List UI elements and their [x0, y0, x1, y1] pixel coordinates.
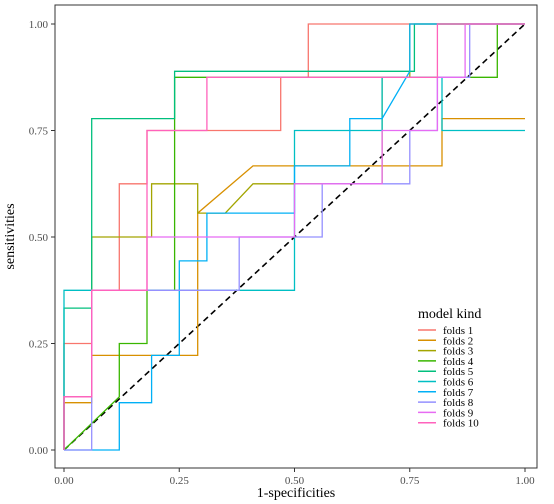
roc-curve-6 — [63, 76, 525, 450]
x-tick-label: 1.00 — [515, 475, 535, 487]
x-tick-label: 0.50 — [285, 475, 305, 487]
y-tick-label: 0.00 — [29, 445, 49, 457]
x-tick-label: 0.00 — [54, 475, 74, 487]
x-axis-title: 1-specificities — [257, 486, 336, 501]
legend-label-3: folds 3 — [443, 346, 474, 358]
legend-label-1: folds 1 — [443, 325, 473, 337]
legend-label-6: folds 6 — [443, 377, 474, 389]
roc-curve-7 — [64, 23, 525, 451]
legend-label-5: folds 5 — [443, 366, 474, 378]
y-tick-label: 0.75 — [29, 126, 49, 138]
legend-label-10: folds 10 — [443, 418, 479, 430]
x-tick-label: 0.25 — [170, 475, 190, 487]
y-axis-title: sensitivities — [3, 203, 18, 269]
legend-title: model kind — [418, 307, 481, 322]
axis-ticks: 0.00 0.25 0.50 0.75 1.00 0.00 0.25 0.50 0.75 1.00 — [29, 19, 535, 487]
plot-panel-border — [54, 4, 538, 469]
roc-curves — [63, 23, 525, 451]
y-tick-label: 0.50 — [29, 232, 49, 244]
y-tick-label: 1.00 — [29, 19, 49, 31]
x-tick-label: 0.75 — [400, 475, 420, 487]
legend-label-8: folds 8 — [443, 397, 474, 409]
y-tick-label: 0.25 — [29, 339, 49, 351]
roc-curve-10 — [63, 23, 525, 450]
roc-curve-4 — [63, 23, 525, 451]
legend-label-2: folds 2 — [443, 335, 473, 347]
legend-label-4: folds 4 — [443, 356, 474, 368]
roc-curve-5 — [63, 23, 525, 450]
roc-curve-2 — [63, 117, 525, 450]
legend-label-7: folds 7 — [443, 387, 474, 399]
legend-label-9: folds 9 — [443, 407, 474, 419]
